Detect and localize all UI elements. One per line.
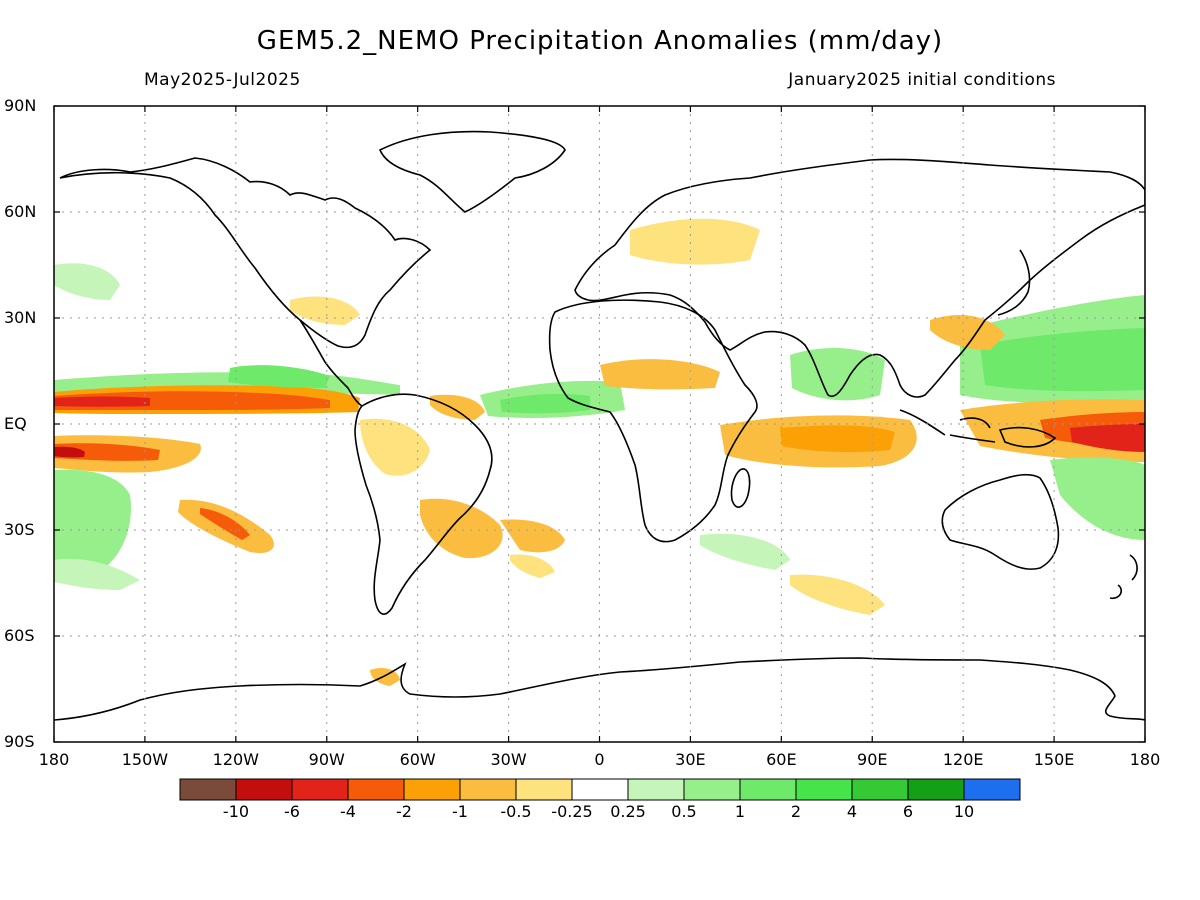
- colorbar-swatch: [739, 778, 797, 801]
- longitude-label: 30E: [675, 750, 706, 769]
- dry-anomaly-patch: [200, 508, 250, 540]
- latitude-label: 90S: [4, 732, 35, 751]
- wet-anomaly-patch: [54, 558, 140, 590]
- anomaly-layer: [54, 218, 1145, 686]
- dry-anomaly-patch: [420, 498, 503, 559]
- colorbar-label: -0.5: [500, 802, 532, 821]
- dry-anomaly-patch: [930, 315, 1005, 350]
- dry-anomaly-patch: [630, 218, 760, 265]
- eurasia-coastline: [574, 158, 1145, 398]
- longitude-label: 60E: [766, 750, 797, 769]
- longitude-label: 180: [1129, 750, 1161, 769]
- wet-anomaly-patch: [700, 533, 790, 570]
- south-america-coastline: [354, 393, 493, 615]
- colorbar-label: 10: [953, 802, 975, 821]
- colorbar-swatch: [459, 778, 517, 801]
- colorbar-swatch: [907, 778, 965, 801]
- africa-coastline: [548, 299, 758, 543]
- dry-anomaly-patch: [510, 554, 555, 578]
- longitude-label: 90W: [308, 750, 345, 769]
- colorbar-swatch: [795, 778, 853, 801]
- colorbar-label: 6: [902, 802, 914, 821]
- greenland-coastline: [378, 130, 566, 213]
- latitude-label: 60N: [4, 202, 37, 221]
- dry-anomaly-patch: [370, 668, 400, 686]
- colorbar-swatch: [851, 778, 909, 801]
- latitude-label: 90N: [4, 96, 37, 115]
- coastlines: [54, 130, 1145, 721]
- longitude-label: 120W: [212, 750, 259, 769]
- colorbar-label: 4: [846, 802, 858, 821]
- latitude-label: EQ: [4, 414, 27, 433]
- map-title: GEM5.2_NEMO Precipitation Anomalies (mm/…: [256, 26, 944, 56]
- dry-anomaly-patch: [780, 425, 895, 453]
- dry-anomaly-patch: [430, 394, 485, 420]
- longitude-label: 30W: [490, 750, 527, 769]
- colorbar-label: 0.5: [671, 802, 697, 821]
- wet-anomaly-patch: [54, 263, 120, 300]
- colorbar-swatch: [627, 778, 685, 801]
- latitude-label: 60S: [4, 626, 35, 645]
- madagascar-coastline: [730, 468, 751, 508]
- latitude-label: 30N: [4, 308, 37, 327]
- colorbar-label: -2: [396, 802, 412, 821]
- colorbar: [179, 778, 1021, 801]
- colorbar-swatch: [683, 778, 741, 801]
- north-america-coastline: [59, 157, 432, 349]
- japan-coastline: [997, 249, 1031, 316]
- longitude-label: 0: [594, 750, 605, 769]
- colorbar-swatch: [291, 778, 349, 801]
- longitude-label: 60W: [399, 750, 436, 769]
- dry-anomaly-patch: [54, 446, 85, 458]
- longitude-label: 150E: [1033, 750, 1075, 769]
- dry-anomaly-patch: [600, 359, 720, 390]
- longitude-label: 120E: [942, 750, 984, 769]
- colorbar-swatch: [515, 778, 573, 801]
- longitude-label: 150W: [121, 750, 169, 769]
- colorbar-swatch: [347, 778, 405, 801]
- antarctica-coastline: [54, 657, 1145, 721]
- colorbar-swatch: [235, 778, 293, 801]
- colorbar-swatch: [403, 778, 461, 801]
- wet-anomaly-patch: [1050, 457, 1145, 540]
- colorbar-label: 0.25: [610, 802, 646, 821]
- colorbar-label: -6: [284, 802, 300, 821]
- dry-anomaly-patch: [54, 396, 150, 407]
- australia-coastline: [941, 473, 1060, 570]
- colorbar-label: 1: [734, 802, 746, 821]
- central-america-coastline: [299, 319, 363, 407]
- dry-anomaly-patch: [1070, 424, 1145, 452]
- dry-anomaly-patch: [360, 418, 430, 476]
- colorbar-swatch: [571, 778, 629, 801]
- dry-anomaly-patch: [790, 574, 885, 615]
- wet-anomaly-patch: [54, 469, 131, 578]
- colorbar-label: -10: [222, 802, 250, 821]
- dry-anomaly-patch: [500, 519, 565, 553]
- axis-ticks: [53, 105, 1146, 743]
- latitude-label: 30S: [4, 520, 35, 539]
- colorbar-swatch: [179, 778, 237, 801]
- colorbar-swatch: [963, 778, 1021, 801]
- longitude-label: 180: [38, 750, 70, 769]
- map-gridlines: [54, 106, 1145, 742]
- colorbar-label: -0.25: [551, 802, 593, 821]
- wet-anomaly-patch: [980, 328, 1145, 392]
- colorbar-label: -1: [452, 802, 468, 821]
- wet-anomaly-patch: [228, 365, 330, 388]
- wet-anomaly-patch: [500, 393, 590, 414]
- colorbar-label: -4: [340, 802, 356, 821]
- forecast-period: May2025-Jul2025: [144, 70, 301, 90]
- colorbar-label: 2: [790, 802, 802, 821]
- new-zealand-coastline: [1109, 554, 1138, 600]
- longitude-label: 90E: [857, 750, 888, 769]
- new-guinea-coastline: [998, 426, 1057, 448]
- initial-conditions-label: January2025 initial conditions: [788, 70, 1056, 90]
